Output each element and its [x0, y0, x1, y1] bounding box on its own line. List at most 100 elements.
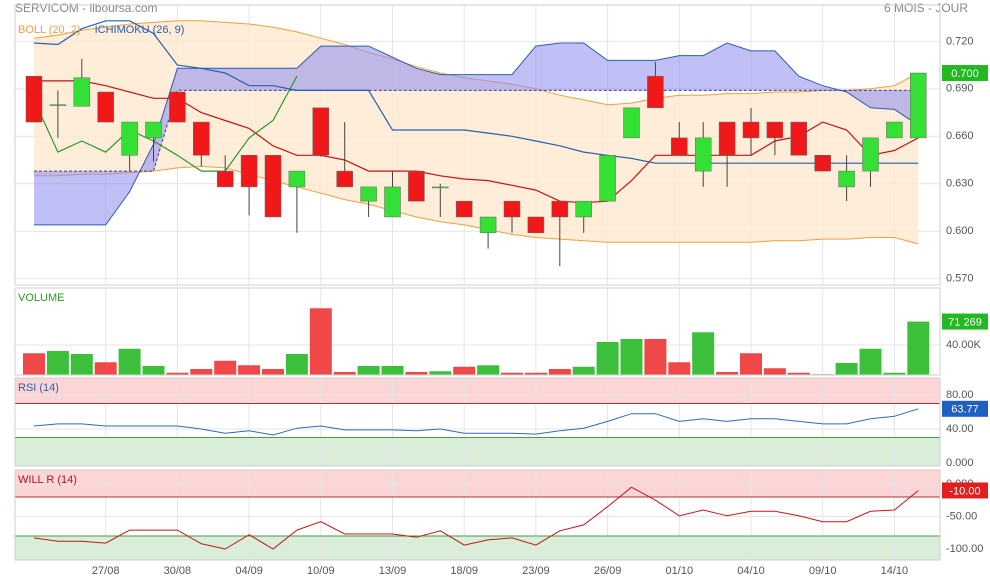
indicator-line: [33, 408, 919, 436]
volume-bar: [763, 368, 786, 375]
candle-body: [264, 155, 282, 218]
candle-body: [742, 121, 760, 139]
candle-body: [312, 107, 330, 156]
y-tick-label: 0.000: [946, 457, 974, 469]
candle-body: [623, 107, 640, 139]
x-tick-label: 13/09: [379, 565, 407, 577]
volume-bar: [46, 351, 69, 375]
volume-bar: [70, 354, 93, 375]
x-tick-label: 14/10: [881, 565, 909, 577]
band-lower: [34, 165, 919, 245]
x-tick-label: 27/08: [92, 565, 120, 577]
panel-title: RSI (14): [18, 382, 59, 394]
candle-body: [145, 121, 162, 139]
last-value-box: [942, 313, 988, 330]
candle-body: [336, 170, 353, 188]
chart-title: SERVICOM - ilboursa.com: [15, 1, 157, 15]
volume-bar: [262, 369, 284, 375]
candle-body: [551, 200, 569, 218]
candle-body: [886, 121, 903, 139]
candle-body: [910, 72, 927, 139]
y-tick-label: 0.660: [946, 130, 974, 142]
x-tick-label: 10/09: [307, 565, 335, 577]
candle-body: [455, 200, 473, 218]
volume-bar: [835, 363, 858, 375]
candle-body: [432, 186, 449, 189]
panel-frame: [14, 4, 941, 286]
volume-bar: [285, 354, 308, 375]
y-tick-label: 0.630: [946, 178, 974, 190]
y-tick-label: 40.00: [946, 423, 974, 435]
volume-bar: [309, 308, 332, 375]
candle-body: [503, 200, 521, 218]
candle-body: [121, 121, 138, 156]
chart-subtitle: 6 MOIS - JOUR: [884, 1, 968, 15]
volume-bar: [620, 339, 643, 375]
legend-label: BOLL (20, 2): [18, 24, 81, 36]
volume-bar: [716, 372, 739, 375]
volume-bar: [381, 366, 404, 375]
candle-body: [814, 155, 831, 172]
legend-label: ICHIMOKU (26, 9): [95, 24, 185, 36]
last-value-label: -10.00: [949, 485, 980, 497]
volume-bar: [166, 372, 189, 375]
x-tick-label: 30/08: [164, 565, 192, 577]
last-value-label: 63.77: [951, 404, 979, 416]
volume-bar: [668, 362, 691, 375]
volume-bar: [453, 366, 476, 375]
x-tick-label: 26/09: [594, 565, 622, 577]
volume-bar: [883, 372, 906, 375]
overbought-zone: [15, 378, 940, 404]
cloud-dashed-line: [34, 89, 919, 172]
candle-body: [73, 77, 91, 107]
volume-bar: [692, 332, 715, 375]
candle-body: [766, 121, 784, 139]
y-tick-label: 80.00: [946, 389, 974, 401]
y-tick-label: 0.570: [946, 273, 974, 285]
volume-bar: [333, 372, 356, 375]
x-tick-label: 09/10: [809, 565, 837, 577]
candle-body: [838, 170, 855, 188]
volume-bar: [94, 362, 117, 375]
candle-body: [862, 137, 879, 172]
y-tick-label: -100.00: [946, 543, 983, 555]
volume-bar: [548, 369, 571, 375]
volume-bar: [524, 372, 547, 375]
indicator-line: [33, 486, 919, 550]
x-tick-label: 18/09: [450, 565, 478, 577]
cloud-line: [34, 42, 919, 226]
last-value-label: 71 269: [948, 316, 982, 328]
volume-bar: [907, 321, 930, 375]
candle-body: [527, 216, 545, 234]
panel-frame: [14, 469, 941, 561]
x-tick-label: 04/09: [235, 565, 263, 577]
candle-body: [193, 121, 210, 156]
volume-bar: [477, 365, 500, 375]
volume-bar: [214, 360, 237, 375]
last-value-label: 0.700: [951, 68, 979, 80]
volume-bar: [429, 371, 452, 375]
panel-title: WILL R (14): [18, 474, 77, 486]
candle-body: [49, 104, 67, 106]
y-tick-label: 0.690: [946, 83, 974, 95]
volume-bar: [190, 369, 213, 375]
candle-body: [479, 216, 497, 234]
x-tick-label: 01/10: [666, 565, 694, 577]
candle-body: [718, 121, 736, 156]
x-tick-label: 23/09: [522, 565, 550, 577]
volume-bar: [142, 366, 165, 375]
candle-body: [408, 170, 425, 202]
volume-bar: [740, 353, 762, 375]
price-plot: [25, 20, 927, 267]
volume-bar: [357, 366, 380, 375]
y-tick-label: 0.720: [946, 35, 974, 47]
x-tick-label: 04/10: [737, 565, 765, 577]
y-tick-label: -50.00: [946, 510, 977, 522]
panel-title: VOLUME: [18, 292, 64, 304]
volume-bar: [572, 366, 595, 375]
cloud-fill: [34, 42, 919, 225]
candle-body: [97, 91, 114, 123]
volume-bar: [644, 339, 667, 375]
kijun-line: [33, 20, 919, 164]
volume-bar: [859, 348, 882, 375]
